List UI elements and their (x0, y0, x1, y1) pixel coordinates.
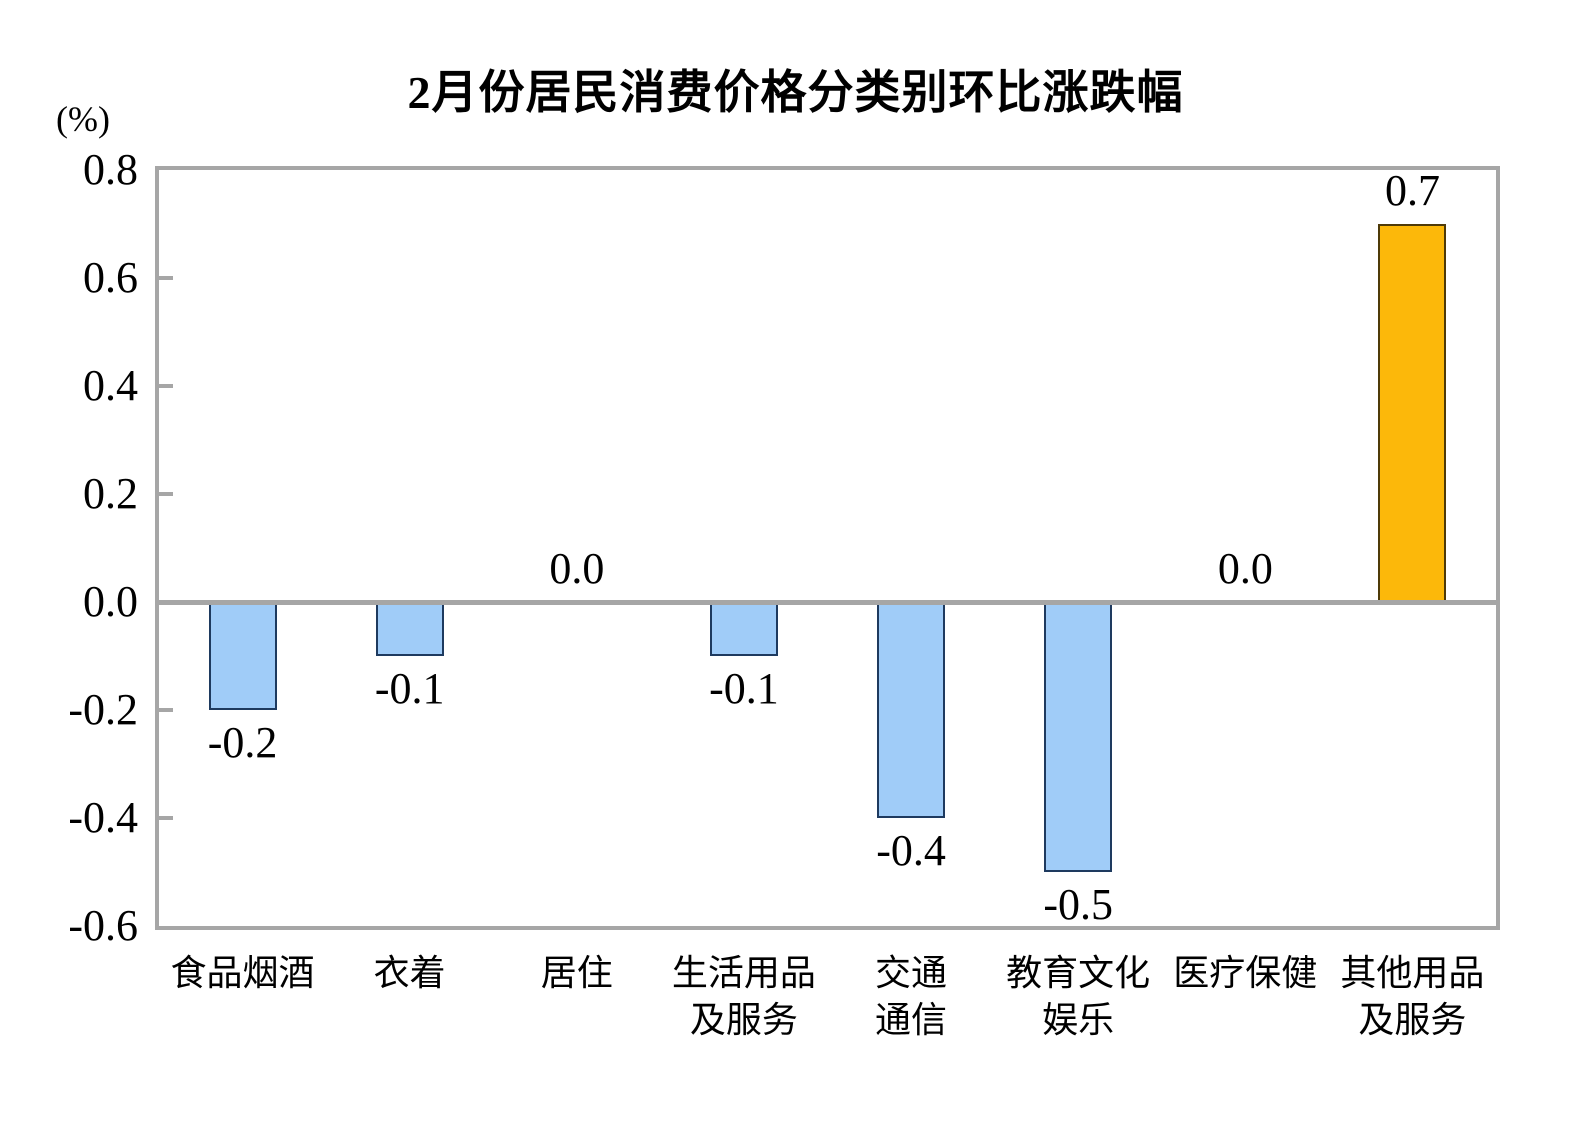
y-axis-tick-label: 0.2 (83, 469, 138, 518)
bar-value-label: -0.1 (374, 664, 445, 713)
x-axis-category-label: 生活用品 及服务 (634, 950, 854, 1044)
y-axis-tick-label: 0.4 (83, 361, 138, 410)
y-axis-tick-mark (159, 492, 173, 496)
x-axis-category-label-line: 交通 (875, 953, 948, 993)
y-axis-tick-mark (159, 708, 173, 712)
y-axis-tick-label: 0.8 (83, 145, 138, 194)
y-axis-tick-mark (159, 384, 173, 388)
bar-value-label: -0.2 (207, 718, 278, 767)
bar-value-label: -0.1 (709, 664, 779, 713)
x-axis-category-label-line: 通信 (875, 1000, 948, 1040)
chart-title: 2月份居民消费价格分类别环比涨跌幅 (407, 67, 1184, 118)
zero-axis-line (159, 599, 1496, 605)
x-axis-category-label-line: 及服务 (1358, 1000, 1467, 1040)
x-axis-category-label: 衣着 (300, 950, 520, 997)
x-axis-category-label: 教育文化 娱乐 (968, 950, 1188, 1044)
bar-value-label: -0.4 (876, 826, 946, 875)
y-axis-tick-label: 0.0 (83, 577, 138, 626)
bar-value-label: 0.0 (1217, 544, 1273, 593)
bar-value-label: 0.7 (1384, 166, 1440, 215)
x-axis-category-label-line: 娱乐 (1042, 1000, 1115, 1040)
x-axis-category-label-line: 居住 (540, 953, 613, 993)
x-axis-category-label-line: 衣着 (373, 953, 446, 993)
y-axis-tick-mark (159, 276, 173, 280)
bar (1044, 602, 1113, 872)
plot-area (155, 166, 1500, 930)
x-axis-category-label-line: 及服务 (689, 1000, 798, 1040)
x-axis-category-label-line: 食品烟酒 (170, 953, 315, 993)
bar (877, 602, 946, 818)
bar (375, 602, 444, 656)
y-axis-tick-label: -0.2 (68, 685, 138, 734)
x-axis-category-label-line: 教育文化 (1006, 953, 1151, 993)
x-axis-category-label-line: 生活用品 (671, 953, 816, 993)
bar (1378, 224, 1447, 602)
x-axis-category-label: 其他用品 及服务 (1302, 950, 1522, 1044)
bar-value-label: -0.5 (1043, 880, 1114, 929)
bar (709, 602, 778, 656)
y-axis-unit-label: (%) (56, 99, 110, 139)
x-axis-category-label: 食品烟酒 (133, 950, 353, 997)
bar-value-label: 0.0 (549, 544, 605, 593)
y-axis-tick-label: -0.6 (68, 901, 138, 950)
y-axis-tick-mark (159, 816, 173, 820)
y-axis-tick-label: -0.4 (68, 793, 138, 842)
y-axis-tick-label: 0.6 (83, 253, 138, 302)
x-axis-category-label-line: 医疗保健 (1173, 953, 1318, 993)
bar (208, 602, 277, 710)
x-axis-category-label-line: 其他用品 (1340, 953, 1485, 993)
x-axis-category-label: 居住 (467, 950, 687, 997)
x-axis-category-label: 交通 通信 (801, 950, 1021, 1044)
x-axis-category-label: 医疗保健 (1135, 950, 1355, 997)
